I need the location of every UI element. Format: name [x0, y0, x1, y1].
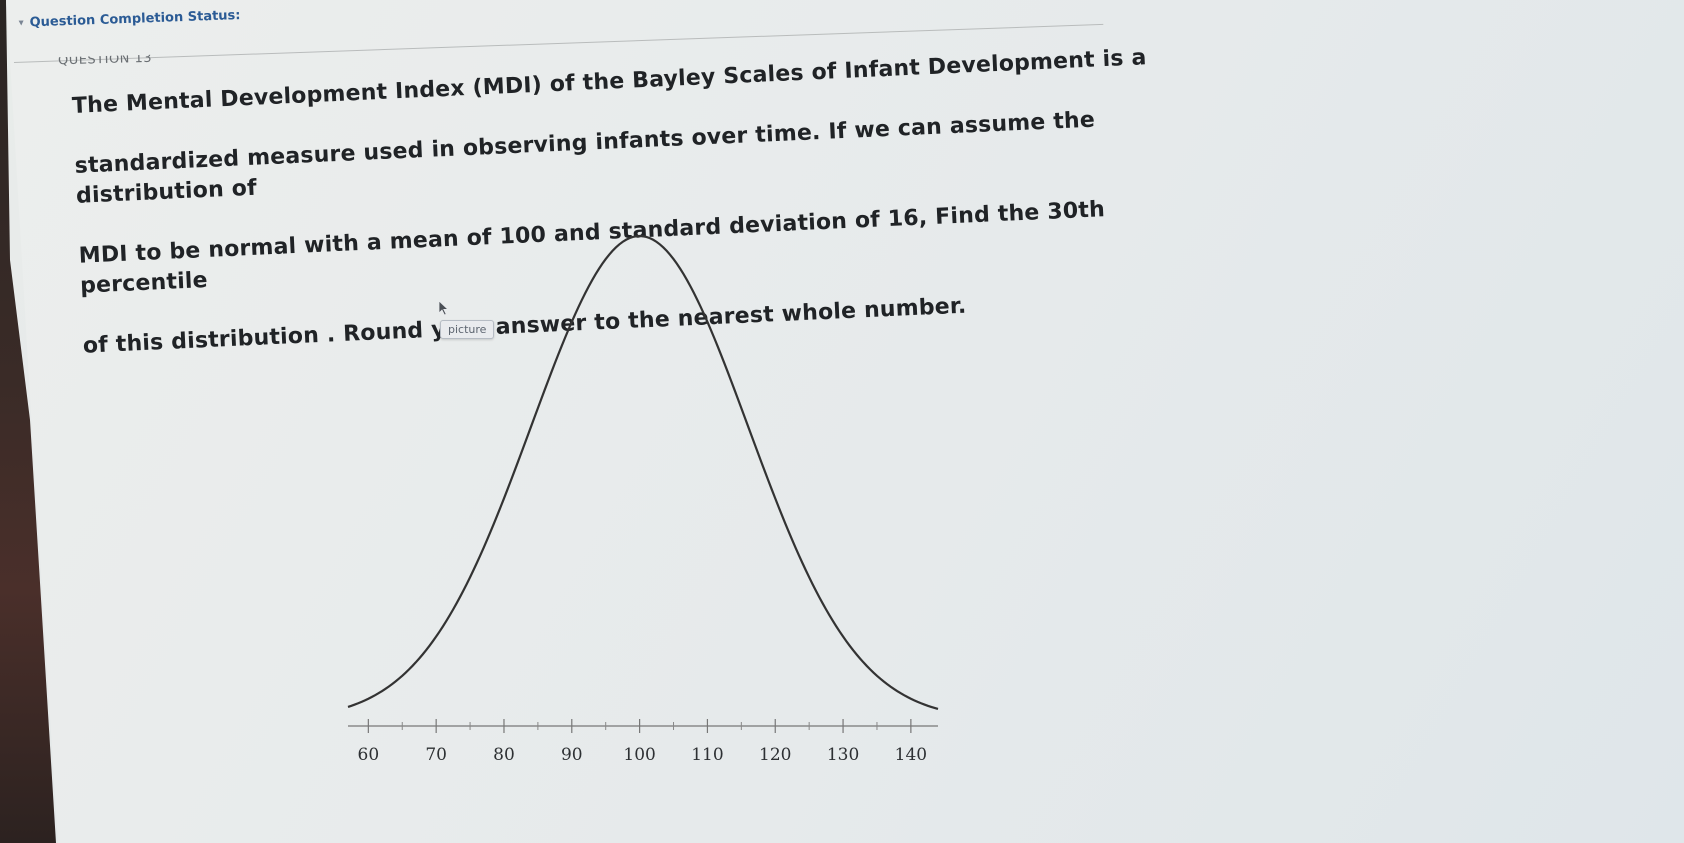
x-axis-tick-label: 130	[827, 745, 859, 765]
question-completion-status-toggle[interactable]: ▾ Question Completion Status:	[18, 8, 240, 31]
chevron-down-icon[interactable]: ▾	[18, 17, 24, 29]
x-axis-tick-label: 70	[425, 745, 447, 765]
question-line: standardized measure used in observing i…	[74, 107, 1096, 209]
x-axis-tick-label: 140	[895, 745, 927, 765]
x-axis-tick-label: 60	[358, 745, 380, 765]
mouse-cursor-icon	[438, 300, 450, 316]
x-axis-tick-label: 100	[623, 745, 655, 765]
page-content	[6, 0, 1684, 843]
x-axis-ticks	[367, 719, 912, 733]
picture-tooltip: picture	[440, 320, 495, 339]
x-axis-tick-label: 120	[759, 745, 791, 765]
x-axis-tick-labels: 60 70 80 90 100 110 120 130 140	[358, 745, 928, 765]
question-completion-status-label: Question Completion Status:	[29, 8, 241, 31]
x-axis-tick-label: 90	[561, 745, 583, 765]
x-axis-tick-label: 110	[691, 745, 723, 765]
normal-curve	[347, 234, 939, 711]
normal-distribution-figure[interactable]: 60 70 80 90 100 110 120 130 140	[330, 228, 970, 788]
x-axis-tick-label: 80	[493, 745, 515, 765]
normal-curve-chart: 60 70 80 90 100 110 120 130 140	[347, 234, 939, 765]
